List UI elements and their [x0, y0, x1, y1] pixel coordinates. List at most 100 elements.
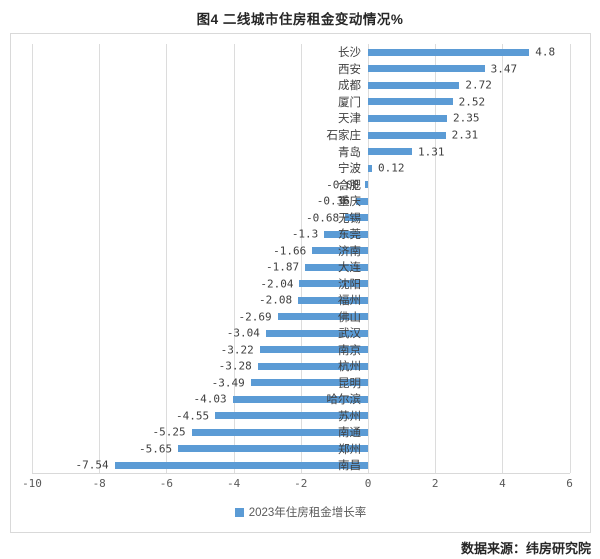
- x-axis-line: [32, 473, 570, 474]
- bar: [368, 98, 453, 106]
- chart-frame: 长沙 4.8 西安 3.47 成都 2.72 厦门 2.52 天津 2.35 石家庄 2.31 青岛 1.…: [10, 33, 591, 533]
- chart-title: 图4 二线城市住房租金变动情况%: [196, 12, 404, 27]
- bar: [178, 445, 368, 453]
- value-label: 2.31: [451, 128, 479, 142]
- bar: [191, 428, 368, 436]
- bar: [250, 379, 368, 387]
- value-label: 2.35: [452, 111, 480, 125]
- value-label: 0.12: [378, 161, 405, 175]
- bar: [299, 280, 368, 288]
- bar: [215, 412, 368, 420]
- gridline: [233, 44, 235, 473]
- value-label: -3.22: [220, 343, 254, 357]
- category-label: 西安: [338, 63, 361, 76]
- legend-marker-icon: [234, 507, 244, 517]
- value-label: -1.3: [291, 227, 319, 241]
- category-label: 郑州: [338, 443, 361, 456]
- value-label: 1.31: [418, 145, 445, 159]
- value-label: -5.25: [152, 425, 186, 439]
- category-label: 南京: [338, 344, 361, 357]
- category-label: 沈阳: [338, 278, 361, 291]
- gridline: [368, 44, 369, 473]
- category-label: 东莞: [338, 229, 361, 242]
- category-label: 大连: [338, 262, 361, 275]
- value-label: -5.65: [139, 442, 173, 456]
- value-label: -2.69: [238, 310, 272, 324]
- bar: [345, 214, 368, 222]
- legend: 2023年住房租金增长率: [11, 504, 590, 520]
- x-tick-label: 6: [566, 477, 573, 490]
- category-label: 青岛: [338, 146, 361, 159]
- category-label: 哈尔滨: [326, 394, 362, 407]
- bar: [368, 131, 446, 139]
- x-tick-label: -4: [226, 477, 241, 490]
- bar: [298, 296, 368, 304]
- category-label: 厦门: [338, 96, 361, 109]
- category-label: 长沙: [338, 47, 361, 60]
- category-label: 昆明: [338, 377, 361, 390]
- gridline: [32, 44, 33, 473]
- category-label: 天津: [338, 113, 361, 126]
- bar: [368, 48, 530, 56]
- value-label: -3.04: [226, 326, 260, 340]
- value-label: 2.72: [465, 78, 492, 92]
- value-label: -0.36: [316, 194, 350, 208]
- legend-label: 2023年住房租金增长率: [248, 507, 367, 519]
- gridline: [166, 44, 168, 473]
- bar: [265, 329, 368, 337]
- category-label: 福州: [338, 295, 361, 308]
- gridline: [435, 44, 437, 473]
- bar: [277, 313, 368, 321]
- value-label: -2.08: [258, 293, 293, 307]
- value-label: 2.52: [458, 95, 486, 109]
- category-label: 南昌: [338, 460, 361, 473]
- x-tick-label: -8: [92, 477, 106, 490]
- value-label: -7.54: [75, 458, 109, 472]
- category-label: 石家庄: [326, 130, 362, 142]
- value-label: -4.55: [175, 409, 210, 423]
- value-label: -0.68: [306, 211, 340, 225]
- x-tick-label: 4: [499, 477, 506, 490]
- value-label: -1.66: [273, 244, 307, 258]
- bar: [312, 247, 368, 255]
- category-label: 合肥: [338, 179, 361, 192]
- category-label: 济南: [338, 245, 361, 258]
- x-tick-label: -2: [294, 477, 308, 490]
- bar: [305, 263, 368, 271]
- bar: [259, 346, 368, 354]
- category-label: 无锡: [338, 212, 361, 225]
- bar: [368, 81, 460, 89]
- x-tick-label: -6: [159, 477, 174, 490]
- bar: [368, 164, 373, 172]
- value-label: -1.87: [266, 260, 300, 274]
- value-label: -3.49: [211, 376, 245, 390]
- bar: [324, 230, 368, 238]
- value-label: 4.8: [535, 45, 556, 59]
- category-label: 南通: [338, 427, 361, 440]
- bar: [365, 181, 368, 189]
- gridline: [99, 44, 101, 473]
- category-label: 武汉: [338, 328, 361, 341]
- gridline: [300, 44, 302, 473]
- value-label: -0.08: [326, 178, 360, 192]
- gridline: [569, 44, 571, 473]
- category-label: 成都: [338, 80, 361, 93]
- bar: [368, 65, 485, 73]
- category-label: 佛山: [338, 311, 361, 324]
- bar: [257, 362, 368, 370]
- value-label: 3.47: [490, 62, 518, 76]
- category-label: 重庆: [338, 196, 361, 209]
- source-note: 数据来源：纬房研究院: [460, 541, 591, 556]
- category-label: 宁波: [338, 163, 361, 176]
- bar: [368, 114, 447, 122]
- category-label: 苏州: [338, 410, 361, 423]
- gridline: [502, 44, 504, 473]
- bar: [114, 461, 368, 469]
- bar: [355, 197, 368, 205]
- x-tick-label: 2: [431, 477, 439, 490]
- value-label: -2.04: [260, 277, 294, 291]
- bar: [232, 395, 368, 403]
- bar: [368, 148, 413, 156]
- x-tick-label: 0: [364, 477, 372, 490]
